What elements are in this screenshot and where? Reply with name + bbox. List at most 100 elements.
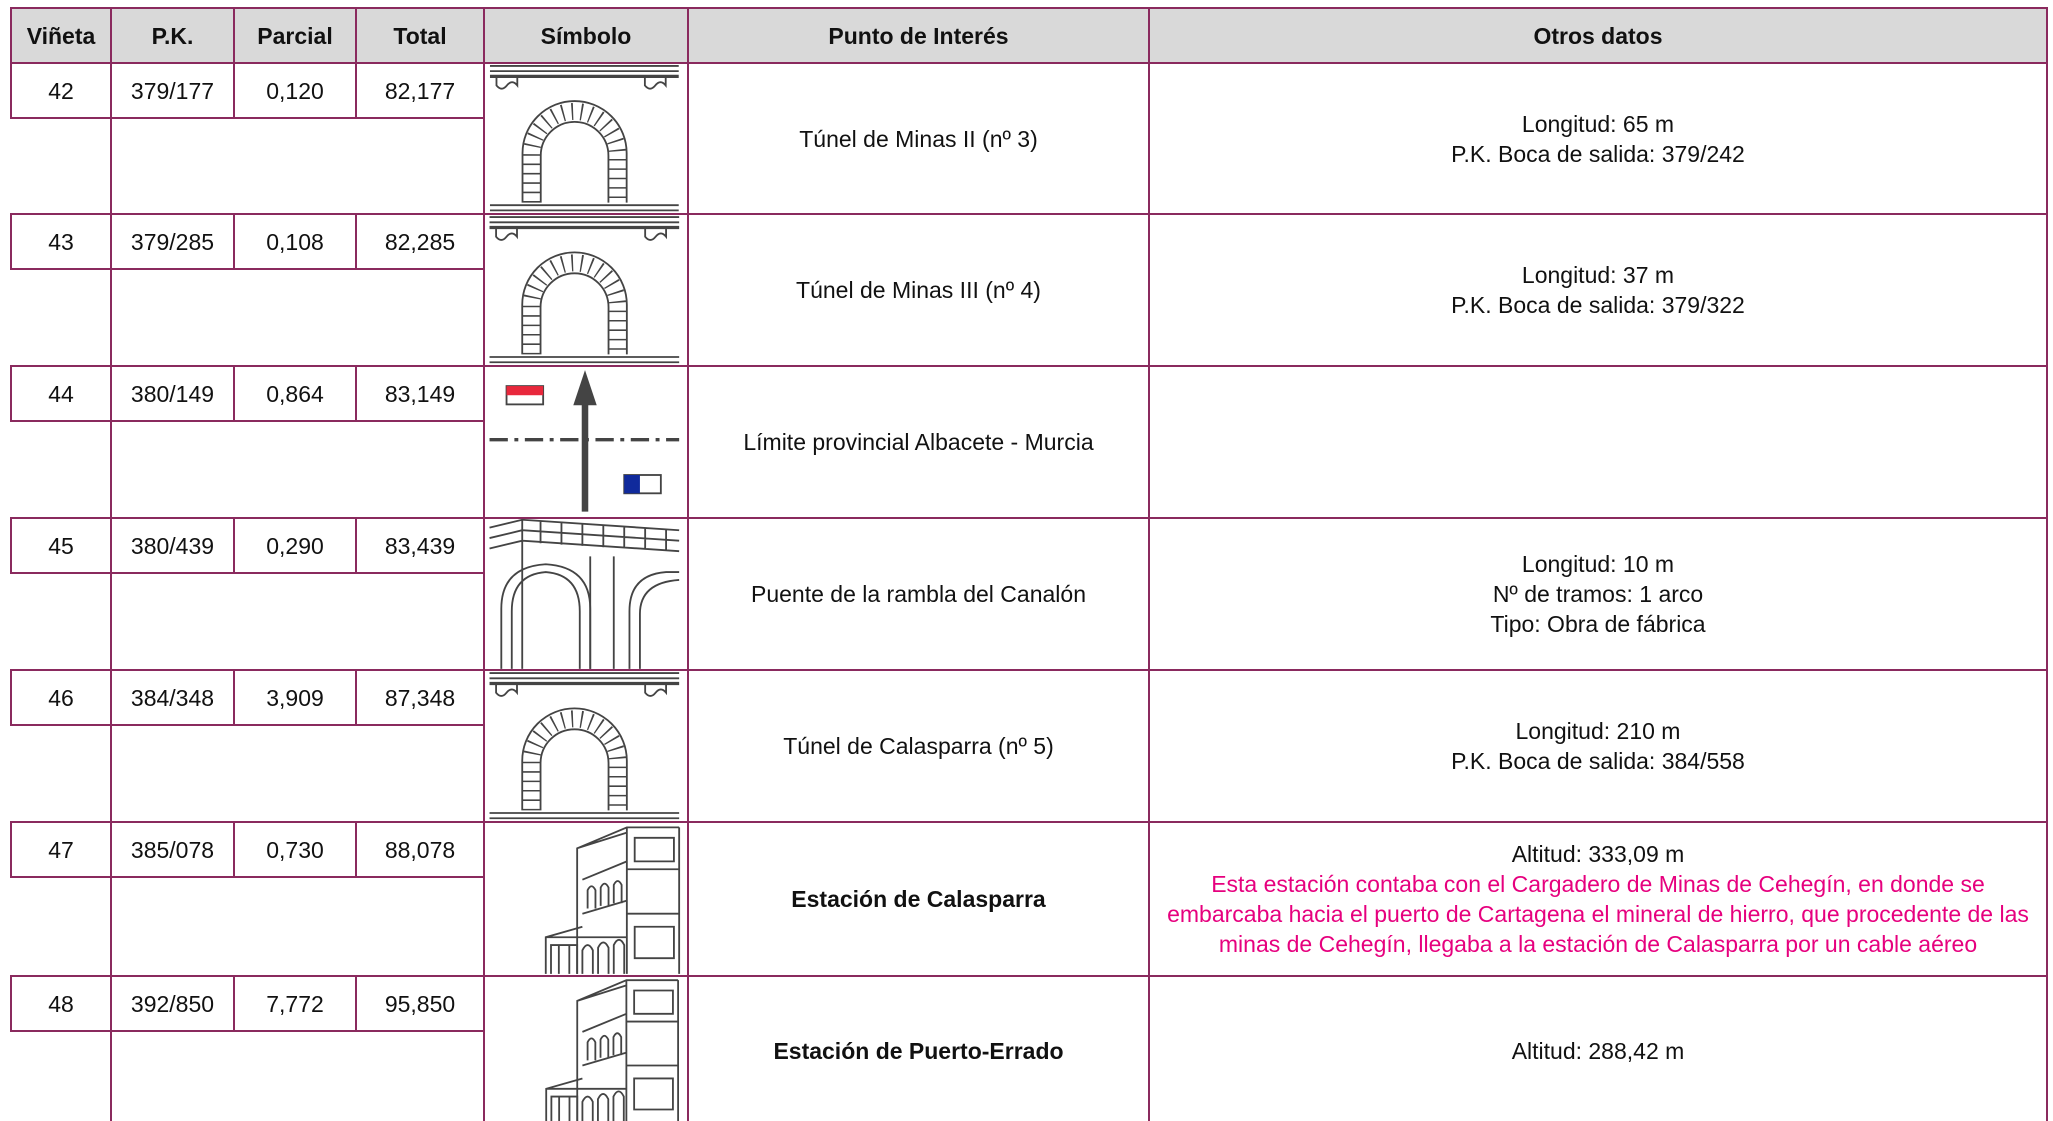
merged-cell	[110, 117, 485, 215]
header-text: Viñeta	[26, 22, 96, 49]
pk-cell: 380/149	[110, 365, 235, 422]
vineta-cell: 47	[10, 821, 112, 878]
merged-cell	[110, 420, 485, 519]
parcial: 7,772	[266, 990, 324, 1017]
symbol-cell	[483, 975, 689, 1121]
punto-de-interes: Túnel de Minas III (nº 4)	[796, 277, 1041, 303]
total-cell: 83,149	[355, 365, 485, 422]
header-cell: Otros datos	[1148, 7, 2048, 64]
total-cell: 82,285	[355, 213, 485, 270]
total: 83,149	[384, 380, 456, 407]
punto-cell: Límite provincial Albacete - Murcia	[687, 365, 1150, 519]
header-cell: P.K.	[110, 7, 235, 64]
otros-line: Longitud: 210 m	[1515, 718, 1681, 744]
pk: 379/285	[130, 228, 215, 255]
header-cell: Símbolo	[483, 7, 689, 64]
vineta: 47	[48, 836, 74, 863]
otros-line: P.K. Boca de salida: 379/322	[1451, 292, 1745, 318]
vineta: 46	[48, 684, 74, 711]
otros-cell: Altitud: 333,09 m Esta estación contaba c…	[1148, 821, 2048, 977]
punto-cell: Túnel de Minas II (nº 3)	[687, 62, 1150, 215]
punto-de-interes: Estación de Calasparra	[791, 886, 1046, 912]
punto-cell: Estación de Puerto-Errado	[687, 975, 1150, 1121]
vineta-cell: 45	[10, 517, 112, 574]
punto-cell: Estación de Calasparra	[687, 821, 1150, 977]
otros-cell: Longitud: 10 m Nº de tramos: 1 arco Tipo: …	[1148, 517, 2048, 671]
parcial: 0,730	[266, 836, 324, 863]
total-cell: 87,348	[355, 669, 485, 726]
header-text: Símbolo	[540, 22, 632, 49]
otros-line: P.K. Boca de salida: 384/558	[1451, 748, 1745, 774]
merged-cell	[110, 1030, 485, 1121]
symbol-cell	[483, 821, 689, 977]
header-cell: Viñeta	[10, 7, 112, 64]
pk-cell: 379/285	[110, 213, 235, 270]
parcial: 0,864	[266, 380, 324, 407]
pk-cell: 380/439	[110, 517, 235, 574]
total: 95,850	[384, 990, 456, 1017]
header-cell: Total	[355, 7, 485, 64]
pk: 385/078	[130, 836, 215, 863]
parcial-cell: 3,909	[233, 669, 357, 726]
merged-cell	[110, 572, 485, 671]
total-cell: 83,439	[355, 517, 485, 574]
header-text: Total	[393, 22, 447, 49]
otros-line: Tipo: Obra de fábrica	[1490, 611, 1706, 637]
parcial: 0,120	[266, 77, 324, 104]
punto-de-interes: Estación de Puerto-Errado	[773, 1038, 1064, 1064]
total: 88,078	[384, 836, 456, 863]
otros-line: P.K. Boca de salida: 379/242	[1451, 140, 1745, 167]
otros-cell: Longitud: 210 m P.K. Boca de salida: 384/…	[1148, 669, 2048, 823]
symbol-cell	[483, 517, 689, 671]
parcial-cell: 0,864	[233, 365, 357, 422]
pk: 380/439	[130, 532, 215, 559]
otros-cell: Longitud: 37 m P.K. Boca de salida: 379/3…	[1148, 213, 2048, 367]
parcial-cell: 0,108	[233, 213, 357, 270]
symbol-cell	[483, 62, 689, 215]
merged-cell	[110, 724, 485, 823]
punto-de-interes: Límite provincial Albacete - Murcia	[743, 429, 1094, 455]
header-text: P.K.	[151, 22, 194, 49]
vineta: 45	[48, 532, 74, 559]
otros-line: Altitud: 333,09 m	[1511, 841, 1685, 867]
otros-cell: Altitud: 288,42 m	[1148, 975, 2048, 1121]
otros-line: Altitud: 288,42 m	[1511, 1038, 1685, 1064]
otros-line: Longitud: 10 m	[1521, 551, 1675, 577]
punto-de-interes: Túnel de Minas II (nº 3)	[799, 125, 1038, 152]
total: 87,348	[384, 684, 456, 711]
punto-cell: Túnel de Minas III (nº 4)	[687, 213, 1150, 367]
vineta-cell: 48	[10, 975, 112, 1032]
merged-cell	[110, 268, 485, 367]
header-cell: Punto de Interés	[687, 7, 1150, 64]
pk: 379/177	[130, 77, 215, 104]
vineta: 42	[48, 77, 74, 104]
parcial-cell: 0,730	[233, 821, 357, 878]
total: 83,439	[384, 532, 456, 559]
vineta-cell: 46	[10, 669, 112, 726]
otros-note: Esta estación contaba con el Cargadero d…	[1167, 871, 2029, 957]
vineta-cell: 42	[10, 62, 112, 119]
parcial: 0,108	[266, 228, 324, 255]
punto-cell: Puente de la rambla del Canalón	[687, 517, 1150, 671]
total: 82,177	[384, 77, 456, 104]
pk: 380/149	[130, 380, 215, 407]
otros-cell: Longitud: 65 m P.K. Boca de salida: 379/2…	[1148, 62, 2048, 215]
total-cell: 88,078	[355, 821, 485, 878]
total-cell: 82,177	[355, 62, 485, 119]
header-text: Otros datos	[1533, 22, 1663, 49]
punto-cell: Túnel de Calasparra (nº 5)	[687, 669, 1150, 823]
parcial-cell: 0,290	[233, 517, 357, 574]
pk: 392/850	[130, 990, 215, 1017]
total-cell: 95,850	[355, 975, 485, 1032]
vineta: 44	[48, 380, 74, 407]
pk-cell: 384/348	[110, 669, 235, 726]
otros-cell	[1148, 365, 2048, 519]
total: 82,285	[384, 228, 456, 255]
pk: 384/348	[130, 684, 215, 711]
vineta: 43	[48, 228, 74, 255]
pk-cell: 392/850	[110, 975, 235, 1032]
header-text: Punto de Interés	[828, 22, 1009, 49]
punto-de-interes: Túnel de Calasparra (nº 5)	[783, 733, 1054, 759]
parcial: 3,909	[266, 684, 324, 711]
